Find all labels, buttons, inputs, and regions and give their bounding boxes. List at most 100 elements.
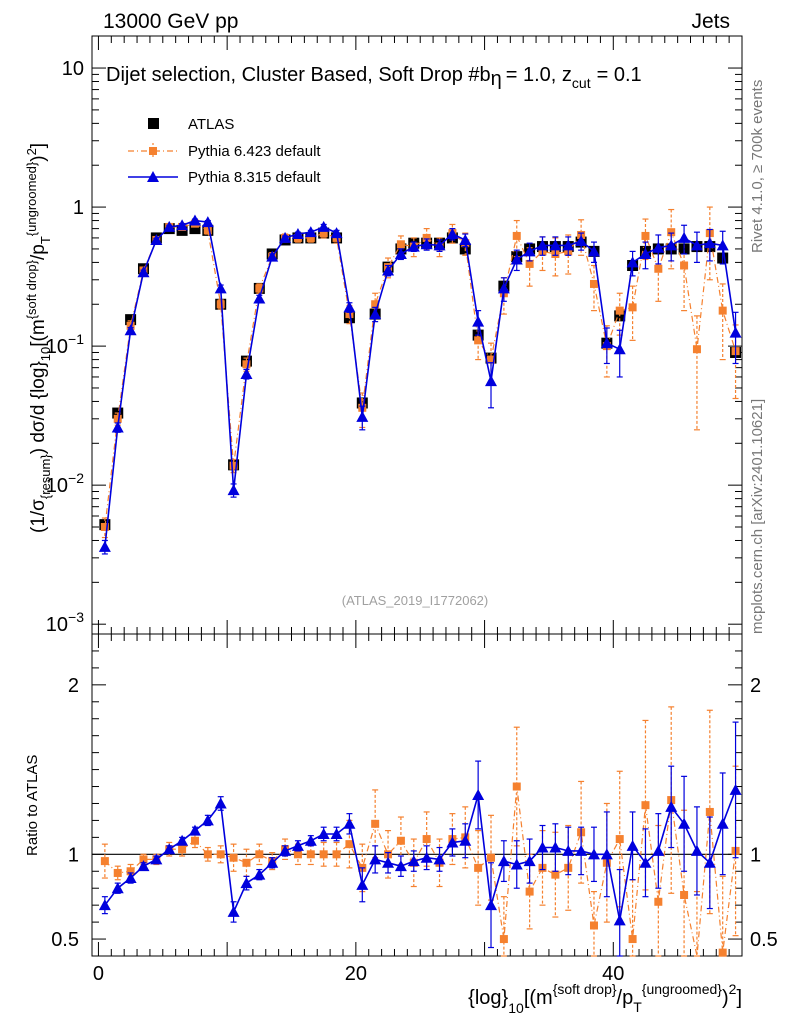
pythia6-ratio-point bbox=[139, 855, 148, 864]
pythia8-main-point bbox=[600, 337, 613, 349]
pythia8-main-point bbox=[510, 253, 523, 265]
main-y-tick-label: 1 bbox=[73, 197, 84, 219]
pythia6-main-point bbox=[229, 461, 238, 470]
legend-label-pythia6: Pythia 6.423 default bbox=[188, 143, 321, 160]
pythia8-main-point bbox=[317, 220, 330, 232]
marks-layer bbox=[98, 206, 742, 957]
pythia8-main-point bbox=[690, 239, 703, 251]
pythia6-ratio-point bbox=[628, 935, 637, 944]
pythia6-ratio-point bbox=[654, 897, 663, 906]
pythia8-main-point bbox=[369, 308, 382, 320]
pythia8-ratio-point bbox=[729, 783, 742, 795]
pythia8-ratio-point bbox=[356, 878, 369, 890]
pythia6-ratio-point bbox=[178, 845, 187, 854]
pythia8-ratio-point bbox=[433, 853, 446, 865]
pythia8-ratio-point bbox=[562, 844, 575, 856]
chart-title: Dijet selection, Cluster Based, Soft Dro… bbox=[106, 64, 642, 91]
pythia8-main-point bbox=[394, 247, 407, 259]
pythia8-ratio-point bbox=[446, 836, 459, 848]
legend-marker-atlas bbox=[148, 118, 159, 129]
pythia6-main-point bbox=[306, 233, 315, 242]
pythia6-ratio-point bbox=[113, 868, 122, 877]
pythia8-main-point bbox=[613, 343, 626, 355]
ratio-y-tick-label-left: 1 bbox=[68, 844, 79, 866]
pythia8-ratio-point bbox=[330, 827, 343, 839]
pythia8-ratio-point bbox=[690, 844, 703, 856]
ratio-y-tick-label-left: 0.5 bbox=[51, 929, 79, 951]
pythia8-main-point bbox=[678, 231, 691, 243]
pythia8-main-point bbox=[330, 227, 343, 239]
pythia8-ratio-point bbox=[137, 860, 150, 872]
chart-title-main: Dijet selection, Cluster Based, Soft Dro… bbox=[106, 64, 491, 86]
pythia8-main-point bbox=[111, 421, 124, 433]
pythia6-ratio-point bbox=[126, 867, 135, 876]
axes-layer: 0 20 40 10 1 10−1 10−2 10−3 2 2 1 1 0.5 0.5 bbox=[46, 36, 778, 985]
pythia8-main-point bbox=[266, 250, 279, 262]
pythia8-main-point bbox=[523, 245, 536, 257]
pythia6-main-point bbox=[680, 261, 689, 270]
pythia8-main-point bbox=[304, 226, 317, 238]
pythia8-ratio-point bbox=[420, 851, 433, 863]
pythia6-main-point bbox=[100, 523, 109, 532]
pythia8-ratio-point bbox=[343, 817, 356, 829]
pythia6-ratio-point bbox=[499, 935, 508, 944]
pythia8-ratio-line bbox=[104, 789, 737, 921]
main-y-tick-label: 10−3 bbox=[46, 609, 84, 636]
pythia8-ratio-point bbox=[549, 841, 562, 853]
main-y-tick-label: 10 bbox=[62, 58, 84, 80]
pythia6-ratio-line bbox=[104, 786, 737, 957]
pythia8-main-point bbox=[420, 238, 433, 250]
pythia8-main-point bbox=[227, 484, 240, 496]
pythia8-main-point bbox=[536, 239, 549, 251]
pythia8-ratio-point bbox=[163, 843, 176, 855]
pythia8-main-point bbox=[549, 239, 562, 251]
pythia8-ratio-point bbox=[716, 817, 729, 829]
pythia6-main-point bbox=[422, 233, 431, 242]
ratio-ylabel: Ratio to ATLAS bbox=[24, 755, 41, 856]
ratio-y-tick-label-left: 2 bbox=[68, 675, 79, 697]
pythia8-main-point bbox=[201, 216, 214, 228]
pythia8-ratio-point bbox=[98, 899, 111, 911]
pythia8-main-point bbox=[98, 540, 111, 552]
pythia8-main-point bbox=[214, 282, 227, 294]
pythia6-ratio-point bbox=[512, 782, 521, 791]
pythia6-main-point bbox=[628, 303, 637, 312]
x-tick-label: 20 bbox=[345, 963, 367, 985]
chart-title-tail: = 0.1 bbox=[597, 64, 642, 86]
pythia8-ratio-point bbox=[304, 834, 317, 846]
pythia8-main-point bbox=[150, 233, 163, 245]
pythia8-ratio-point bbox=[600, 848, 613, 860]
pythia6-ratio-point bbox=[229, 853, 238, 862]
pythia8-main-point bbox=[356, 410, 369, 422]
pythia6-ratio-point bbox=[203, 850, 212, 859]
pythia8-ratio-point bbox=[459, 834, 472, 846]
pythia6-main-point bbox=[525, 259, 534, 268]
pythia6-main-point bbox=[641, 231, 650, 240]
atlas-point bbox=[356, 397, 368, 409]
pythia6-ratio-point bbox=[216, 850, 225, 859]
pythia8-main-point bbox=[665, 239, 678, 251]
pythia8-ratio-point bbox=[253, 868, 266, 880]
pythia6-main-point bbox=[255, 284, 264, 293]
pythia8-main-point bbox=[652, 241, 665, 253]
pythia8-main-point bbox=[626, 256, 639, 268]
pythia8-ratio-point bbox=[472, 789, 485, 800]
analysis-watermark: (ATLAS_2019_I1772062) bbox=[342, 593, 488, 608]
pythia6-ratio-point bbox=[474, 863, 483, 872]
pythia8-main-point bbox=[291, 228, 304, 240]
pythia6-ratio-point bbox=[100, 857, 109, 866]
pythia6-ratio-point bbox=[680, 890, 689, 899]
pythia6-ratio-point bbox=[242, 858, 251, 867]
pythia8-main-point bbox=[124, 324, 137, 336]
x-tick-label: 0 bbox=[93, 963, 104, 985]
main-y-tick-label: 10−2 bbox=[46, 470, 84, 497]
pythia8-ratio-point bbox=[369, 853, 382, 865]
pythia8-main-point bbox=[176, 219, 189, 231]
pythia8-ratio-point bbox=[394, 860, 407, 872]
pythia8-ratio-point bbox=[587, 848, 600, 860]
pythia6-ratio-point bbox=[319, 850, 328, 859]
pythia8-ratio-point bbox=[291, 839, 304, 851]
pythia8-ratio-point bbox=[227, 905, 240, 917]
pythia8-ratio-point bbox=[150, 853, 163, 865]
